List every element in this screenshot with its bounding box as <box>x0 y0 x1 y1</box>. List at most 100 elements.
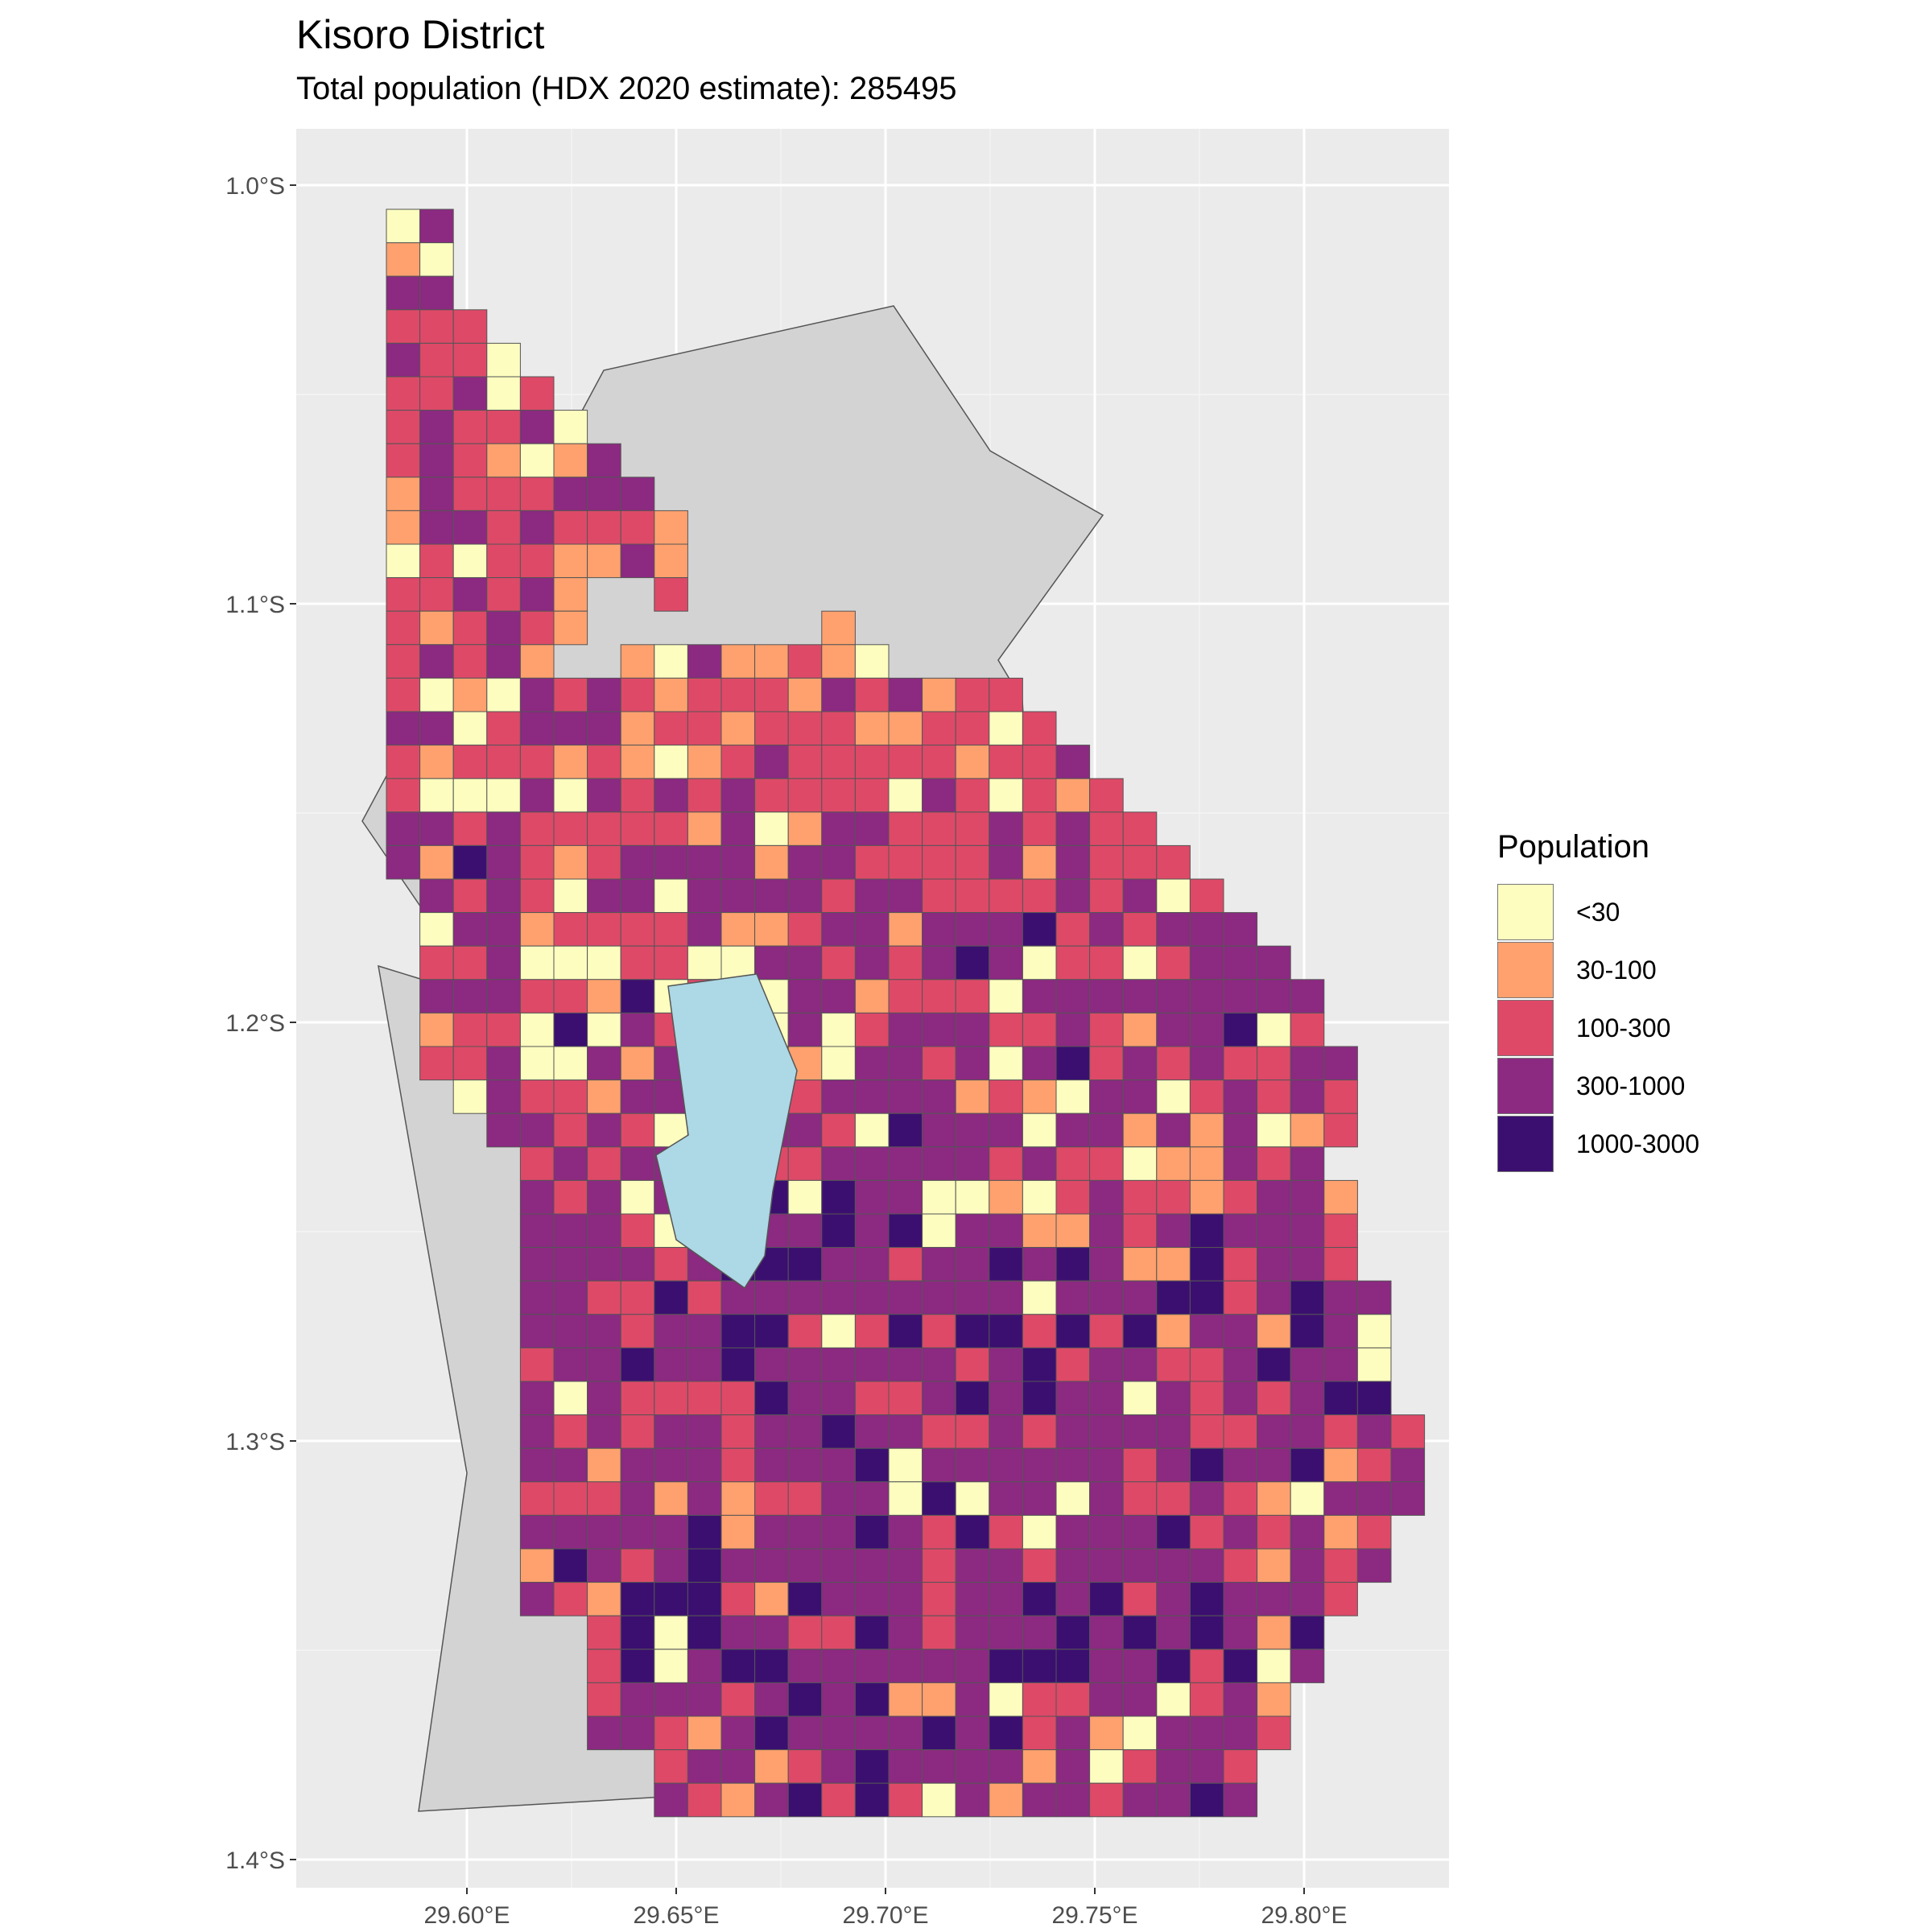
population-cell <box>787 1447 823 1483</box>
population-cell <box>519 1381 555 1416</box>
population-cell <box>687 1782 722 1818</box>
population-cell <box>519 979 555 1013</box>
population-cell <box>587 477 621 511</box>
population-cell <box>1055 1548 1091 1583</box>
population-cell <box>888 1146 923 1181</box>
population-cell <box>519 1314 555 1348</box>
population-cell <box>1356 1481 1392 1516</box>
population-cell <box>1290 1146 1325 1181</box>
population-cell <box>1257 1247 1291 1282</box>
population-cell <box>821 1582 856 1616</box>
population-cell <box>720 1582 756 1616</box>
population-cell <box>787 1548 823 1583</box>
population-cell <box>386 477 421 511</box>
population-cell <box>821 778 856 813</box>
population-cell <box>1055 1113 1091 1148</box>
population-cell <box>1122 1347 1158 1382</box>
population-cell <box>821 1179 856 1215</box>
population-cell <box>553 577 588 612</box>
population-cell <box>486 945 521 980</box>
population-cell <box>553 979 588 1013</box>
population-cell <box>1089 811 1124 846</box>
population-cell <box>553 543 588 579</box>
population-cell <box>553 610 588 646</box>
population-cell <box>989 1012 1023 1047</box>
population-cell <box>1390 1481 1426 1516</box>
population-cell <box>386 510 421 545</box>
population-cell <box>922 1414 956 1449</box>
population-cell <box>620 644 655 679</box>
population-cell <box>989 1247 1023 1282</box>
population-cell <box>854 1615 890 1650</box>
population-cell <box>386 711 421 746</box>
population-cell <box>587 677 621 712</box>
population-cell <box>519 1447 555 1483</box>
population-cell <box>922 1381 956 1416</box>
population-cell <box>754 1782 789 1818</box>
population-cell <box>386 644 421 679</box>
population-cell <box>1089 1314 1124 1348</box>
population-cell <box>754 1649 789 1683</box>
population-cell <box>922 677 956 712</box>
population-cell <box>955 1046 990 1081</box>
population-cell <box>1156 1113 1191 1148</box>
population-cell <box>1257 1582 1291 1616</box>
population-cell <box>486 1012 521 1047</box>
x-tick-label: 29.65°E <box>633 1902 719 1929</box>
population-cell <box>553 1414 588 1449</box>
population-cell <box>1257 1481 1291 1516</box>
population-cell <box>821 1649 856 1683</box>
population-cell <box>587 745 621 779</box>
population-cell <box>1156 1080 1191 1114</box>
population-cell <box>922 1749 956 1784</box>
population-cell <box>754 677 789 712</box>
population-cell <box>922 912 956 947</box>
population-cell <box>754 811 789 846</box>
population-cell <box>1156 979 1191 1013</box>
population-cell <box>1022 878 1057 914</box>
population-cell <box>386 577 421 612</box>
population-cell <box>1055 1749 1091 1784</box>
population-cell <box>452 543 488 579</box>
population-cell <box>720 1782 756 1818</box>
population-cell <box>787 745 823 779</box>
population-cell <box>989 1682 1023 1717</box>
population-cell <box>519 1514 555 1550</box>
population-cell <box>419 878 454 914</box>
population-cell <box>821 979 856 1013</box>
population-cell <box>654 811 688 846</box>
population-cell <box>1156 1481 1191 1516</box>
population-cell <box>519 510 555 545</box>
population-cell <box>989 979 1023 1013</box>
population-cell <box>922 1113 956 1148</box>
population-cell <box>1089 1213 1124 1249</box>
population-cell <box>1223 1146 1258 1181</box>
legend-item: 1000-3000 <box>1497 1115 1699 1173</box>
population-cell <box>654 1247 688 1282</box>
population-cell <box>587 1080 621 1114</box>
population-cell <box>955 844 990 880</box>
population-cell <box>821 844 856 880</box>
population-cell <box>620 1179 655 1215</box>
population-cell <box>1055 1381 1091 1416</box>
population-cell <box>854 1414 890 1449</box>
population-cell <box>452 410 488 444</box>
population-cell <box>821 1146 856 1181</box>
population-cell <box>452 644 488 679</box>
population-cell <box>821 745 856 779</box>
population-cell <box>1323 1548 1358 1583</box>
population-cell <box>1323 1113 1358 1148</box>
population-cell <box>553 1146 588 1181</box>
population-cell <box>1156 1582 1191 1616</box>
population-cell <box>654 1347 688 1382</box>
population-cell <box>922 1715 956 1751</box>
population-cell <box>1122 945 1158 980</box>
population-cell <box>486 711 521 746</box>
population-cell <box>989 1347 1023 1382</box>
population-cell <box>955 778 990 813</box>
population-cell <box>720 912 756 947</box>
population-cell <box>1257 1179 1291 1215</box>
population-cell <box>1156 1314 1191 1348</box>
population-cell <box>955 1213 990 1249</box>
population-cell <box>486 745 521 779</box>
